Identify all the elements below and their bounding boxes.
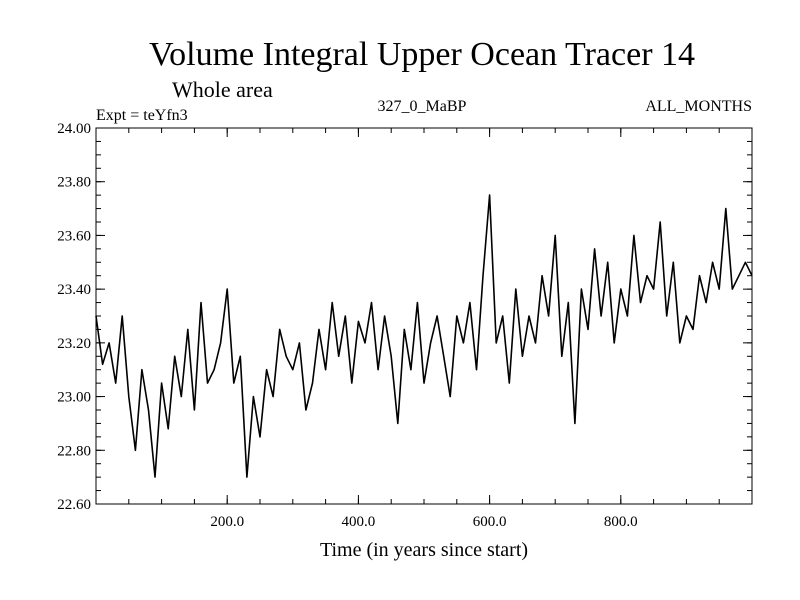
y-tick-label: 23.60 (57, 228, 91, 244)
plot-frame (95, 127, 753, 505)
series-line (95, 194, 753, 478)
y-tick-label: 23.00 (57, 390, 91, 406)
x-tick-label: 200.0 (210, 514, 244, 530)
x-tick-label: 800.0 (604, 514, 638, 530)
y-tick-label: 23.80 (57, 175, 91, 191)
chart-title: Volume Integral Upper Ocean Tracer 14 (149, 36, 695, 73)
x-axis-label: Time (in years since start) (320, 539, 528, 561)
expt-label: Expt = teYfn3 (96, 107, 188, 124)
x-axis: 200.0 400.0 600.0 800.0 (95, 128, 753, 530)
y-tick-label: 22.80 (57, 443, 91, 459)
y-tick-label: 24.00 (57, 121, 91, 137)
chart-subtitle: Whole area (172, 77, 273, 102)
y-tick-label: 23.40 (57, 282, 91, 298)
y-tick-label: 23.20 (57, 336, 91, 352)
x-tick-label: 400.0 (342, 514, 376, 530)
y-tick-label: 22.60 (57, 497, 91, 513)
y-axis: 22.60 22.80 23.00 23.20 23.40 23.60 23.80 24.00 (57, 121, 752, 513)
x-tick-label: 600.0 (473, 514, 507, 530)
months-label: ALL_MONTHS (645, 98, 752, 115)
period-label: 327_0_MaBP (378, 98, 467, 115)
